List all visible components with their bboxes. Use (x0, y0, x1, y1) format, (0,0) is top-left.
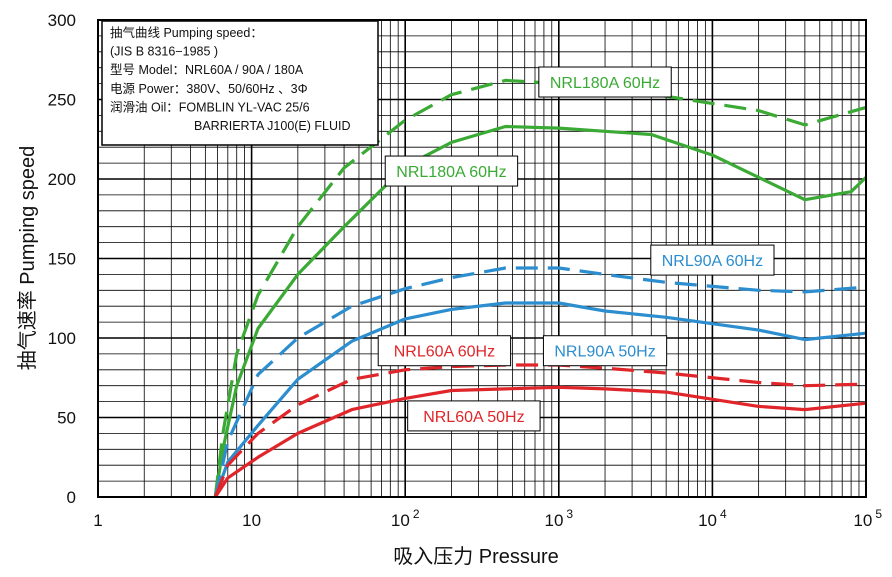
info-box-line: 电源 Power：380V、50/60Hz 、3Φ (110, 82, 308, 96)
info-box-line: (JIS B 8316−1985 ) (110, 45, 218, 59)
y-tick-label: 50 (57, 409, 76, 428)
series-line-nrl90a-50hz-solid (213, 301, 867, 498)
series-label-box (538, 66, 672, 98)
info-box-line: 抽气曲线 Pumping speed： (110, 25, 263, 40)
plot-frame (97, 19, 867, 498)
y-tick-label: 300 (48, 11, 76, 30)
series-label-box (542, 335, 668, 367)
info-box-frame (101, 20, 379, 146)
x-axis-label: 吸入压力 Pressure (393, 545, 559, 568)
x-tick-label: 10 4 (698, 507, 727, 530)
series-line-nrl180a-60hz-solid (213, 124, 868, 498)
series-label-box (384, 155, 519, 187)
y-tick-label: 150 (48, 250, 76, 269)
y-tick-label: 200 (48, 170, 76, 189)
series-label: NRL180A 60Hz (396, 164, 506, 181)
series-label-box (377, 335, 512, 367)
info-box-line: BARRIERTA J100(E) FLUID (194, 119, 351, 133)
series-line-nrl180a-60hz-dashed (213, 78, 867, 498)
info-box-line: 型号 Model：NRL60A / 90A / 180A (110, 63, 304, 77)
series-label: NRL90A 60Hz (662, 253, 763, 270)
series-label: NRL60A 50Hz (423, 409, 524, 426)
series-line-nrl60a-60hz-dashed (213, 363, 867, 498)
series-label: NRL180A 60Hz (550, 75, 660, 92)
x-tick-label: 10 (242, 511, 261, 530)
x-tick-label: 10 5 (853, 507, 882, 530)
info-box: 抽气曲线 Pumping speed： (JIS B 8316−1985 ) 型号 … (101, 20, 379, 146)
y-axis-label: 抽气速率 Pumping speed (16, 146, 39, 371)
y-tick-label: 0 (67, 488, 76, 507)
x-tick-labels: 1 10 10 2 10 3 10 4 10 5 (93, 507, 882, 530)
series-line-nrl90a-60hz-dashed (213, 266, 867, 498)
series-line-nrl60a-50hz-solid (213, 385, 867, 498)
series-layer (213, 78, 868, 498)
series-label-box (650, 244, 775, 276)
y-tick-label: 250 (48, 91, 76, 110)
y-tick-label: 100 (48, 329, 76, 348)
series-label: NRL90A 50Hz (554, 344, 655, 361)
info-box-line: 润滑油 Oil：FOMBLIN YL-VAC 25/6 (110, 100, 310, 114)
series-label-box (407, 400, 541, 432)
series-labels: NRL180A 60Hz NRL180A 60Hz NRL90A 60Hz NRL90… (377, 66, 775, 432)
series-label: NRL60A 60Hz (394, 344, 495, 361)
x-tick-label: 10 2 (391, 507, 420, 530)
y-tick-labels: 0 50 100 150 200 250 300 (48, 11, 76, 507)
x-tick-label: 10 3 (544, 507, 573, 530)
x-tick-label: 1 (93, 511, 102, 530)
